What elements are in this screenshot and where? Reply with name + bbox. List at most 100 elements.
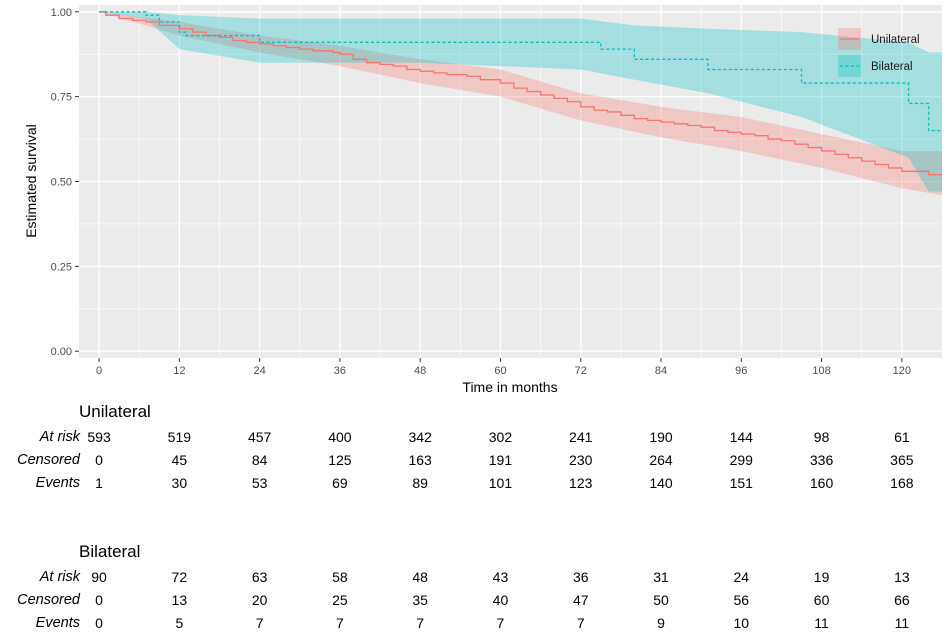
risk-cell-censored: 264	[649, 452, 673, 468]
risk-cell-censored: 163	[408, 452, 432, 468]
risk-cell-events: 140	[649, 475, 673, 491]
x-tick-label: 108	[812, 365, 830, 377]
risk-row-label: Censored	[17, 592, 80, 608]
risk-cell-at-risk: 190	[649, 429, 673, 445]
legend-label-unilateral: Unilateral	[871, 34, 920, 46]
risk-cell-at-risk: 593	[87, 429, 111, 445]
risk-cell-events: 5	[175, 615, 184, 631]
y-tick-label: 0.50	[51, 177, 72, 189]
y-axis-title: Estimated survival	[23, 124, 39, 238]
survival-lines	[99, 11, 942, 176]
risk-cell-at-risk: 342	[408, 429, 432, 445]
x-tick-label: 24	[254, 365, 266, 377]
y-axis: 0.00 0.25 0.50 0.75 1.00	[51, 7, 79, 358]
survival-line-unilateral	[99, 11, 942, 176]
risk-cell-events: 123	[569, 475, 593, 491]
risk-cell-censored: 191	[488, 452, 513, 468]
risk-cell-events: 10	[733, 615, 750, 631]
risk-cell-censored: 20	[251, 592, 268, 608]
risk-cell-at-risk: 457	[247, 429, 272, 445]
risk-cell-at-risk: 19	[813, 569, 830, 585]
y-tick-label: 0.00	[51, 346, 72, 358]
risk-cell-at-risk: 144	[729, 429, 753, 445]
risk-cell-at-risk: 58	[332, 569, 348, 585]
risk-cell-at-risk: 13	[894, 569, 910, 585]
confidence-bands	[99, 11, 943, 196]
risk-cell-events: 7	[255, 615, 264, 631]
risk-cell-censored: 0	[95, 592, 103, 608]
risk-cell-events: 30	[171, 475, 188, 491]
legend: Unilateral Bilateral	[838, 28, 920, 77]
risk-cell-censored: 336	[809, 452, 834, 468]
risk-row-label: At risk	[39, 429, 80, 445]
risk-row-label: Events	[35, 475, 80, 491]
risk-cell-events: 9	[657, 615, 665, 631]
grid-lines	[79, 5, 942, 358]
x-tick-label: 72	[575, 365, 587, 377]
risk-cell-events: 101	[488, 475, 513, 491]
risk-cell-censored: 60	[813, 592, 830, 608]
risk-cell-events: 151	[729, 475, 753, 491]
risk-cell-at-risk: 302	[488, 429, 513, 445]
risk-cell-at-risk: 61	[894, 429, 910, 445]
risk-cell-events: 1	[95, 475, 103, 491]
x-tick-label: 12	[173, 365, 185, 377]
risk-cell-at-risk: 36	[572, 569, 589, 585]
risk-cell-events: 160	[809, 475, 834, 491]
risk-cell-events: 11	[814, 615, 829, 631]
risk-cell-censored: 365	[890, 452, 914, 468]
risk-cell-at-risk: 43	[492, 569, 509, 585]
risk-table-unilateral: Unilateral At risk 593 519 457 400 342 302 241 19…	[0, 402, 948, 500]
risk-cell-events: 89	[412, 475, 428, 491]
risk-cell-censored: 35	[412, 592, 428, 608]
x-tick-label: 48	[414, 365, 426, 377]
risk-cell-at-risk: 24	[733, 569, 750, 585]
risk-cell-events: 0	[95, 615, 103, 631]
survival-line-bilateral	[99, 11, 942, 132]
y-tick-label: 0.75	[51, 92, 72, 104]
risk-cell-events: 7	[576, 615, 585, 631]
risk-row-label: Censored	[17, 452, 80, 468]
risk-cell-censored: 45	[171, 452, 188, 468]
risk-cell-at-risk: 400	[328, 429, 352, 445]
risk-cell-censored: 66	[894, 592, 910, 608]
risk-cell-censored: 47	[572, 592, 589, 608]
x-tick-label: 120	[893, 365, 911, 377]
risk-table-bilateral: Bilateral At risk 90 72 63 58 48 43 36 31 24 19 13 Ce…	[0, 542, 948, 640]
x-tick-label: 60	[494, 365, 506, 377]
x-tick-label: 0	[96, 365, 102, 377]
risk-cell-censored: 13	[171, 592, 188, 608]
risk-row-label: Events	[35, 615, 80, 631]
legend-swatch-bilateral	[838, 55, 861, 77]
x-axis: 0 12 24 36 48 60 72 84 96 108 120	[96, 358, 911, 377]
risk-cell-at-risk: 98	[813, 429, 830, 445]
risk-table-title: Unilateral	[79, 402, 151, 421]
risk-cell-at-risk: 90	[91, 569, 107, 585]
risk-cell-at-risk: 519	[167, 429, 192, 445]
y-tick-label: 0.25	[51, 261, 72, 273]
risk-cell-censored: 0	[95, 452, 103, 468]
risk-cell-censored: 125	[328, 452, 352, 468]
x-tick-label: 96	[735, 365, 747, 377]
risk-cell-at-risk: 63	[251, 569, 268, 585]
legend-label-bilateral: Bilateral	[871, 61, 913, 73]
x-axis-title: Time in months	[462, 379, 557, 395]
risk-cell-events: 7	[496, 615, 505, 631]
y-tick-label: 1.00	[51, 7, 72, 19]
risk-cell-events: 7	[336, 615, 344, 631]
risk-cell-censored: 56	[733, 592, 750, 608]
x-tick-label: 36	[334, 365, 346, 377]
risk-cell-events: 11	[894, 615, 910, 631]
risk-cell-censored: 230	[569, 452, 593, 468]
risk-cell-at-risk: 31	[653, 569, 669, 585]
risk-table-title: Bilateral	[79, 542, 141, 561]
risk-cell-censored: 299	[729, 452, 753, 468]
risk-row-label: At risk	[39, 569, 80, 585]
risk-cell-events: 7	[416, 615, 425, 631]
risk-cell-at-risk: 72	[171, 569, 188, 585]
risk-cell-censored: 84	[251, 452, 268, 468]
survival-chart: 0.00 0.25 0.50 0.75 1.00 0 12 24 36 48 60 72 84 96 10…	[23, 5, 943, 395]
risk-cell-at-risk: 48	[412, 569, 428, 585]
ci-band-unilateral	[99, 11, 943, 196]
x-tick-label: 84	[655, 365, 667, 377]
